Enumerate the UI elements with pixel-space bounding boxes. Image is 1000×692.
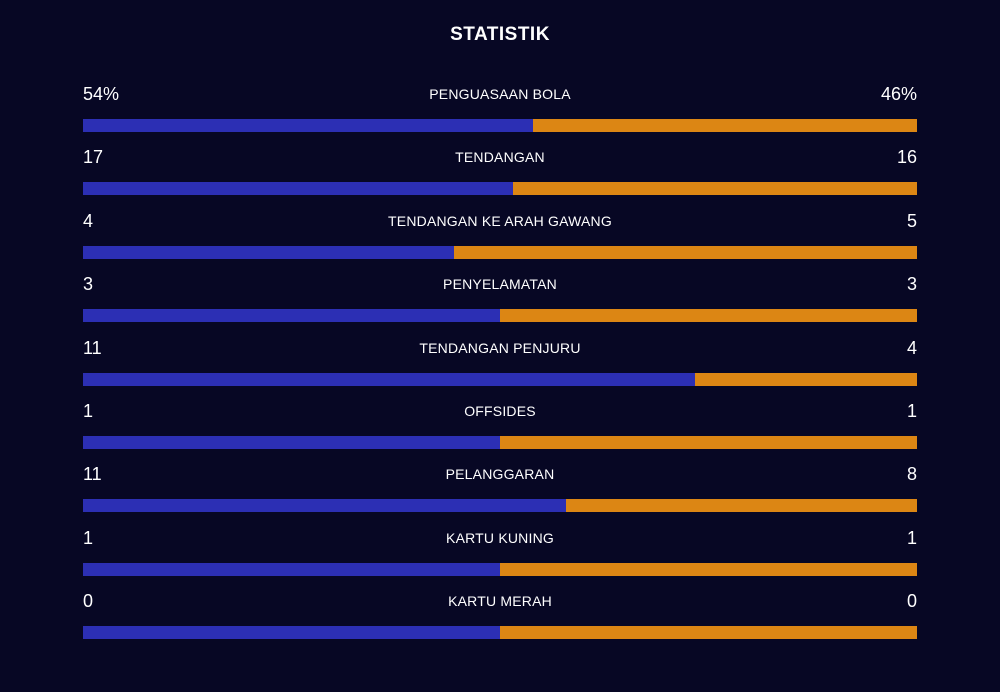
stat-label: OFFSIDES [464, 402, 536, 419]
stat-label: KARTU KUNING [446, 529, 554, 546]
stat-label: TENDANGAN PENJURU [419, 339, 581, 356]
home-value: 1 [83, 400, 94, 421]
away-value: 4 [906, 337, 917, 358]
stat-row: KARTU MERAH 0 0 [83, 587, 917, 650]
comparison-bar [83, 309, 917, 323]
stat-header: TENDANGAN KE ARAH GAWANG 4 5 [83, 207, 917, 235]
away-value: 46% [880, 84, 917, 104]
stat-label: TENDANGAN [455, 149, 545, 166]
stat-label: PELANGGARAN [445, 466, 555, 483]
stat-row: OFFSIDES 1 1 [83, 397, 917, 460]
stat-header: OFFSIDES 1 1 [83, 397, 917, 425]
away-bar-segment [500, 435, 917, 449]
home-value: 11 [83, 337, 102, 358]
home-value: 3 [83, 274, 94, 295]
comparison-bar [83, 182, 917, 196]
home-bar-segment [83, 119, 534, 132]
stat-label: PENGUASAAN BOLA [429, 86, 571, 102]
comparison-bar [83, 435, 917, 449]
home-value: 54% [83, 84, 120, 104]
stat-header: TENDANGAN 17 16 [83, 143, 917, 171]
stat-row: PENGUASAAN BOLA 54% 46% [83, 80, 917, 143]
away-bar-segment [500, 309, 917, 323]
away-value: 8 [906, 464, 917, 485]
home-value: 0 [83, 591, 94, 612]
stat-label: PENYELAMATAN [443, 276, 557, 293]
stat-row: TENDANGAN PENJURU 11 4 [83, 334, 917, 397]
home-bar-segment [83, 372, 695, 386]
home-value: 1 [83, 527, 94, 548]
stat-list: PENGUASAAN BOLA 54% 46% TENDANGAN 17 16 TENDAN… [83, 80, 917, 651]
away-value: 1 [906, 400, 917, 421]
away-bar-segment [565, 499, 917, 513]
stat-row: KARTU KUNING 1 1 [83, 524, 917, 587]
stat-label: KARTU MERAH [448, 593, 552, 610]
home-bar-segment [83, 182, 513, 196]
stat-header: PENYELAMATAN 3 3 [83, 270, 917, 298]
comparison-bar [83, 562, 917, 576]
stat-row: PELANGGARAN 11 8 [83, 460, 917, 523]
away-bar-segment [694, 372, 917, 386]
comparison-bar [83, 119, 917, 132]
away-value: 5 [906, 210, 917, 231]
away-bar-segment [453, 245, 917, 259]
home-bar-segment [83, 562, 500, 576]
away-value: 1 [906, 527, 917, 548]
stat-row: TENDANGAN KE ARAH GAWANG 4 5 [83, 207, 917, 270]
home-bar-segment [83, 245, 454, 259]
stat-label: TENDANGAN KE ARAH GAWANG [388, 212, 612, 229]
home-value: 4 [83, 210, 94, 231]
comparison-bar [83, 372, 917, 386]
stat-header: KARTU MERAH 0 0 [83, 587, 917, 615]
stat-row: PENYELAMATAN 3 3 [83, 270, 917, 333]
panel-title: STATISTIK [450, 24, 550, 45]
stat-header: KARTU KUNING 1 1 [83, 524, 917, 552]
away-bar-segment [500, 626, 917, 640]
comparison-bar [83, 245, 917, 259]
home-bar-segment [83, 626, 500, 640]
stat-row: TENDANGAN 17 16 [83, 143, 917, 206]
away-bar-segment [512, 182, 917, 196]
comparison-bar [83, 626, 917, 640]
home-value: 11 [83, 464, 102, 485]
stat-header: TENDANGAN PENJURU 11 4 [83, 334, 917, 362]
away-bar-segment [500, 562, 917, 576]
home-value: 17 [83, 147, 104, 168]
away-value: 16 [896, 147, 917, 168]
comparison-bar [83, 499, 917, 513]
stat-header: PELANGGARAN 11 8 [83, 460, 917, 488]
stat-header: PENGUASAAN BOLA 54% 46% [83, 80, 917, 108]
home-bar-segment [83, 435, 500, 449]
home-bar-segment [83, 499, 566, 513]
away-value: 3 [906, 274, 917, 295]
away-value: 0 [906, 591, 917, 612]
away-bar-segment [533, 119, 917, 132]
home-bar-segment [83, 309, 500, 323]
